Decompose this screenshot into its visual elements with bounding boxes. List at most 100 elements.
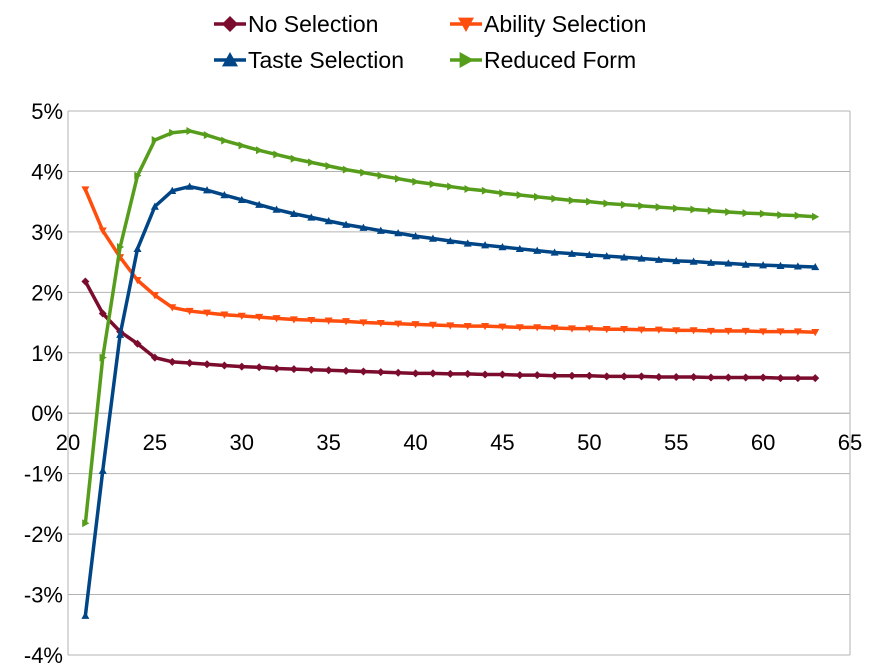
data-point <box>98 227 107 235</box>
data-point <box>272 205 281 213</box>
data-point <box>185 182 194 190</box>
data-point <box>446 236 455 245</box>
data-point <box>98 466 107 474</box>
data-point <box>759 209 768 218</box>
data-point <box>133 277 142 285</box>
data-point <box>81 277 90 286</box>
data-point <box>324 217 333 225</box>
data-point <box>151 136 159 145</box>
data-point <box>776 374 785 383</box>
y-tick-label: -3% <box>24 583 63 608</box>
data-point <box>359 367 368 376</box>
data-point <box>777 210 785 219</box>
x-tick-label: 30 <box>230 430 254 455</box>
x-tick-label: 65 <box>838 430 862 455</box>
data-point <box>394 368 403 377</box>
data-point <box>307 365 316 374</box>
data-point <box>515 324 524 332</box>
data-point <box>428 234 437 242</box>
data-point <box>568 196 576 205</box>
data-point <box>463 369 472 378</box>
data-point <box>585 250 594 259</box>
data-point <box>133 339 142 348</box>
data-point <box>168 304 177 312</box>
data-point <box>725 207 733 216</box>
data-point <box>776 261 785 269</box>
data-point <box>654 326 663 334</box>
y-tick-label: 0% <box>31 401 63 426</box>
y-tick-label: 4% <box>31 159 63 184</box>
legend-item-ability-selection: Ability Selection <box>450 11 646 37</box>
x-tick-label: 50 <box>577 430 601 455</box>
y-tick-label: -4% <box>24 643 63 666</box>
y-tick-label: 1% <box>31 341 63 366</box>
data-point <box>759 261 768 269</box>
data-point <box>203 309 212 317</box>
x-tick-label: 60 <box>751 430 775 455</box>
data-point <box>203 186 212 194</box>
data-point <box>150 202 159 210</box>
data-point <box>307 316 316 325</box>
data-point <box>724 259 733 267</box>
y-tick-label: 5% <box>31 99 63 124</box>
data-point <box>550 248 559 256</box>
data-point <box>464 184 472 193</box>
data-point <box>672 256 681 265</box>
data-point <box>324 366 333 375</box>
data-point <box>116 243 125 251</box>
data-point <box>498 323 507 331</box>
data-point <box>499 189 507 198</box>
data-point <box>515 244 524 253</box>
legend-marker-icon <box>459 52 474 68</box>
data-point <box>637 326 646 334</box>
data-point <box>290 154 298 163</box>
data-point <box>550 324 559 332</box>
y-tick-label: 2% <box>31 280 63 305</box>
data-point <box>150 353 159 362</box>
data-point <box>411 321 420 329</box>
data-point <box>447 182 455 191</box>
data-point <box>446 322 455 330</box>
data-point <box>325 162 333 171</box>
y-tick-label: -2% <box>24 522 63 547</box>
legend-label: Reduced Form <box>484 47 636 73</box>
data-point <box>672 327 681 335</box>
data-point <box>620 326 629 334</box>
data-point <box>255 200 264 208</box>
data-point <box>81 611 90 619</box>
data-point <box>272 315 281 323</box>
data-point <box>689 257 698 265</box>
y-tick-label: -1% <box>24 462 63 487</box>
data-point <box>534 192 542 201</box>
data-point <box>237 362 246 371</box>
data-point <box>307 213 316 221</box>
data-point <box>567 249 576 257</box>
data-point <box>533 371 542 380</box>
data-point <box>689 372 698 381</box>
data-point <box>638 201 646 210</box>
data-point <box>237 195 246 204</box>
data-point <box>394 320 403 328</box>
y-tick-label: 3% <box>31 220 63 245</box>
data-point <box>602 326 611 334</box>
data-point <box>724 373 733 382</box>
data-point <box>533 324 542 332</box>
series-line-taste-selection <box>83 184 816 616</box>
data-point <box>359 223 368 231</box>
data-point <box>586 197 594 206</box>
data-point <box>394 174 403 183</box>
data-point <box>707 206 715 215</box>
data-point <box>220 311 229 319</box>
gridlines <box>67 110 851 656</box>
data-point <box>655 203 663 212</box>
data-point <box>359 319 368 327</box>
data-point <box>672 372 681 381</box>
data-point <box>481 186 490 195</box>
data-point <box>689 327 698 335</box>
data-point <box>342 220 351 228</box>
data-point <box>706 327 715 336</box>
data-point <box>654 372 663 381</box>
data-point <box>759 328 768 336</box>
data-point <box>498 370 507 379</box>
legend: No Selection Ability Selection Taste Selec… <box>214 11 646 73</box>
